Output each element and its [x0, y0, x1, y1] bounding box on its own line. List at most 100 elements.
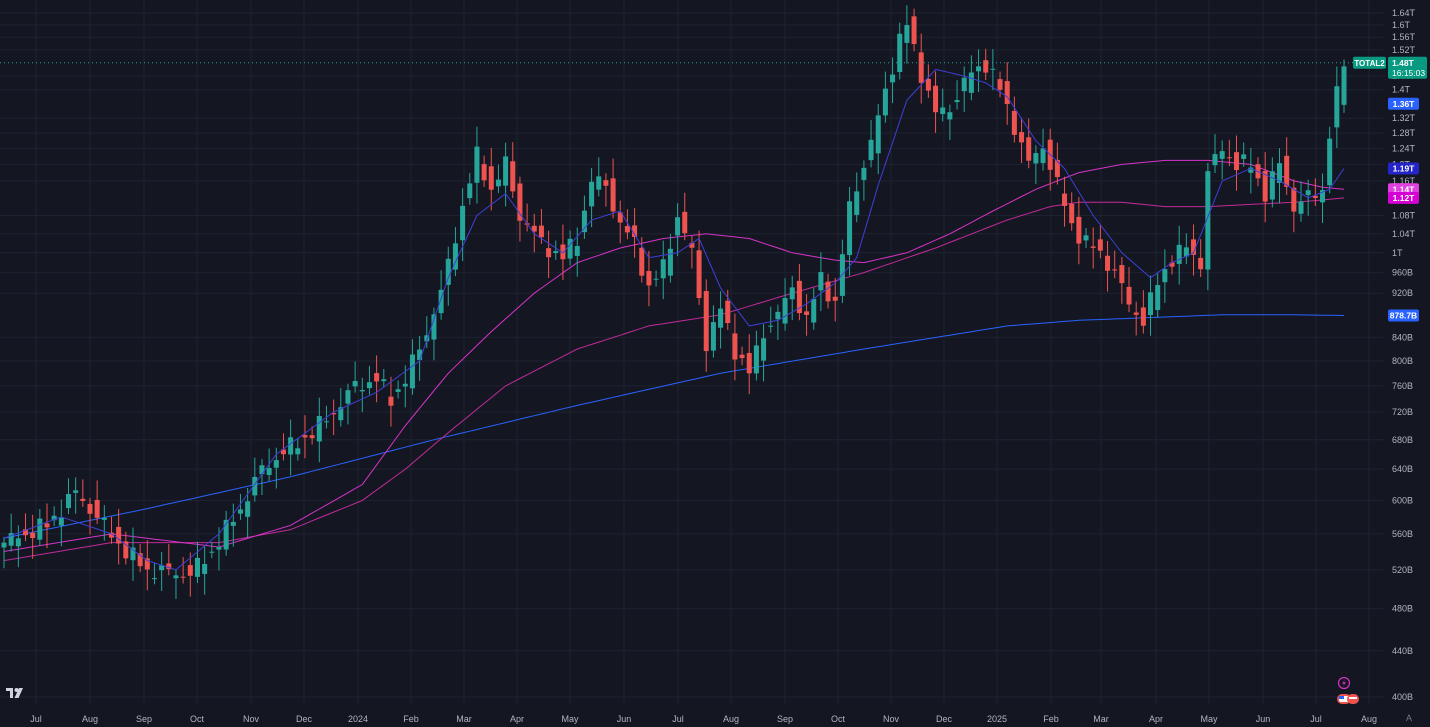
candle[interactable] [202, 546, 208, 595]
candle[interactable] [574, 227, 580, 277]
candle[interactable] [259, 458, 265, 496]
candle[interactable] [295, 438, 301, 461]
candles[interactable] [1, 5, 1347, 600]
candle[interactable] [1054, 142, 1060, 185]
candle[interactable] [847, 186, 853, 276]
candle[interactable] [144, 540, 150, 591]
candle[interactable] [388, 376, 394, 427]
candle[interactable] [546, 230, 552, 278]
candle[interactable] [1133, 301, 1139, 336]
candle[interactable] [768, 306, 774, 333]
candle[interactable] [488, 147, 494, 211]
candle[interactable] [1004, 62, 1010, 125]
candle[interactable] [173, 569, 179, 600]
candle[interactable] [1176, 225, 1182, 285]
candle[interactable] [811, 287, 817, 330]
candle[interactable] [947, 104, 953, 141]
candle[interactable] [474, 126, 480, 204]
candle[interactable] [331, 399, 337, 436]
candle[interactable] [925, 64, 931, 98]
candle[interactable] [603, 173, 609, 207]
candle[interactable] [517, 176, 523, 242]
candle[interactable] [73, 477, 79, 514]
candle[interactable] [359, 377, 365, 413]
candle[interactable] [868, 120, 874, 168]
candle[interactable] [1105, 241, 1111, 292]
us-flag-icon[interactable] [1337, 694, 1359, 704]
candle[interactable] [151, 562, 157, 585]
lightning-icon[interactable] [1337, 676, 1351, 690]
auto-scale-button[interactable]: A [1406, 713, 1412, 723]
candle[interactable] [417, 335, 423, 381]
candle[interactable] [1219, 140, 1225, 180]
candle[interactable] [746, 334, 752, 395]
candle[interactable] [503, 142, 509, 207]
candle[interactable] [1119, 257, 1125, 304]
candle[interactable] [875, 104, 881, 175]
candle[interactable] [1341, 59, 1347, 113]
candle[interactable] [804, 294, 810, 336]
candle[interactable] [660, 240, 666, 300]
candle[interactable] [689, 235, 695, 269]
candle[interactable] [402, 365, 408, 408]
candle[interactable] [940, 88, 946, 122]
candle[interactable] [961, 66, 967, 112]
candle[interactable] [667, 233, 673, 283]
candle[interactable] [954, 80, 960, 110]
candle[interactable] [1183, 233, 1189, 265]
candle[interactable] [653, 270, 659, 287]
candle[interactable] [252, 457, 258, 502]
candle[interactable] [1262, 151, 1268, 223]
candle[interactable] [374, 355, 380, 403]
candle[interactable] [409, 339, 415, 395]
candle[interactable] [911, 8, 917, 52]
candle[interactable] [739, 346, 745, 366]
candle[interactable] [1155, 273, 1161, 318]
candle[interactable] [481, 155, 487, 187]
candle[interactable] [589, 167, 595, 228]
candle[interactable] [44, 503, 50, 549]
candle[interactable] [639, 237, 645, 283]
candle[interactable] [352, 361, 358, 393]
candle[interactable] [1112, 250, 1118, 279]
candle[interactable] [338, 388, 344, 427]
candle[interactable] [209, 541, 215, 559]
candle[interactable] [624, 209, 630, 240]
candle[interactable] [918, 33, 924, 104]
candle[interactable] [990, 48, 996, 91]
candle[interactable] [553, 240, 559, 260]
candle[interactable] [696, 230, 702, 305]
candle[interactable] [395, 380, 401, 399]
candle[interactable] [825, 273, 831, 309]
candle[interactable] [761, 324, 767, 382]
candle[interactable] [1011, 96, 1017, 143]
candle[interactable] [703, 279, 709, 372]
candle[interactable] [130, 527, 136, 581]
candle[interactable] [718, 291, 724, 349]
candle[interactable] [137, 543, 143, 573]
candle[interactable] [818, 252, 824, 312]
candle[interactable] [1162, 249, 1168, 303]
candle[interactable] [725, 289, 731, 331]
candle[interactable] [1298, 181, 1304, 222]
candle[interactable] [101, 505, 107, 541]
candle[interactable] [890, 57, 896, 104]
candle[interactable] [983, 48, 989, 81]
candle[interactable] [1140, 290, 1146, 334]
candle[interactable] [345, 383, 351, 425]
candle[interactable] [710, 305, 716, 358]
candle[interactable] [30, 514, 36, 559]
candle[interactable] [510, 142, 516, 199]
candle[interactable] [280, 433, 286, 461]
candle[interactable] [366, 365, 372, 395]
candle[interactable] [861, 160, 867, 201]
candle[interactable] [567, 230, 573, 266]
candle[interactable] [1026, 118, 1032, 169]
candle[interactable] [1212, 134, 1218, 174]
candle[interactable] [596, 157, 602, 197]
candle[interactable] [897, 22, 903, 80]
candle[interactable] [316, 397, 322, 463]
candle[interactable] [632, 207, 638, 258]
candle[interactable] [732, 313, 738, 381]
time-axis[interactable]: Jul Aug Sep Oct Nov Dec 2024 Feb Mar Apr May Jun Jul… [30, 714, 1377, 724]
